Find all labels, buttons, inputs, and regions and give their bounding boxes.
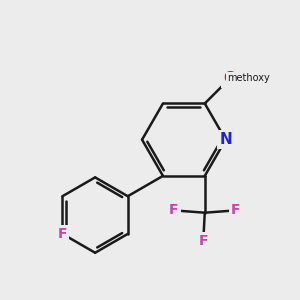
Text: F: F bbox=[231, 203, 240, 218]
Text: N: N bbox=[219, 132, 232, 147]
Text: methoxy: methoxy bbox=[226, 73, 269, 83]
Text: F: F bbox=[169, 203, 178, 218]
Text: F: F bbox=[199, 234, 208, 248]
Text: O: O bbox=[223, 71, 236, 86]
Text: F: F bbox=[58, 227, 67, 241]
